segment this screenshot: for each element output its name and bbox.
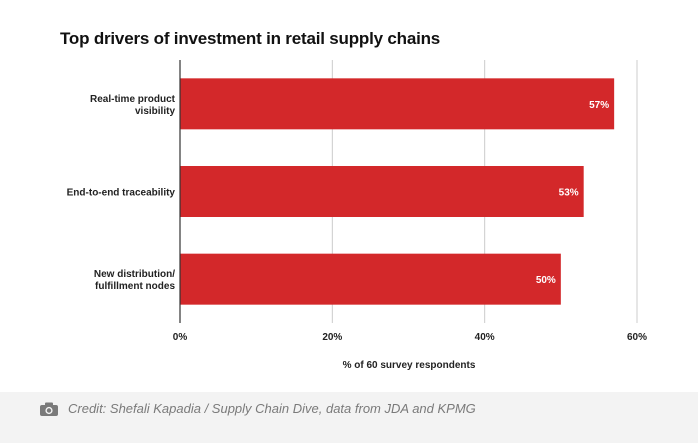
bar	[180, 253, 561, 305]
chart-title: Top drivers of investment in retail supp…	[60, 29, 441, 48]
chart-card: Top drivers of investment in retail supp…	[0, 0, 698, 392]
x-tick-label: 40%	[475, 332, 495, 343]
x-tick-label: 60%	[627, 332, 647, 343]
bar-chart: 0% 20% 40% 60% 57% Real-time product visibilit…	[67, 60, 647, 371]
bar-value-label: 50%	[536, 275, 556, 286]
x-axis-title: % of 60 survey respondents	[343, 360, 476, 371]
credit-text: Credit: Shefali Kapadia / Supply Chain D…	[68, 401, 476, 416]
bar-value-label: 57%	[589, 100, 609, 111]
x-tick-label: 0%	[173, 332, 188, 343]
category-label: Real-time product visibility	[90, 94, 176, 117]
bar	[180, 166, 584, 217]
category-label: End-to-end traceability	[67, 188, 176, 199]
x-tick-label: 20%	[322, 332, 342, 343]
bar-value-label: 53%	[559, 188, 579, 199]
camera-icon	[40, 402, 58, 416]
category-label: New distribution/fulfillment nodes	[94, 269, 176, 292]
photo-credit: Credit: Shefali Kapadia / Supply Chain D…	[40, 401, 476, 416]
bar	[180, 78, 615, 130]
